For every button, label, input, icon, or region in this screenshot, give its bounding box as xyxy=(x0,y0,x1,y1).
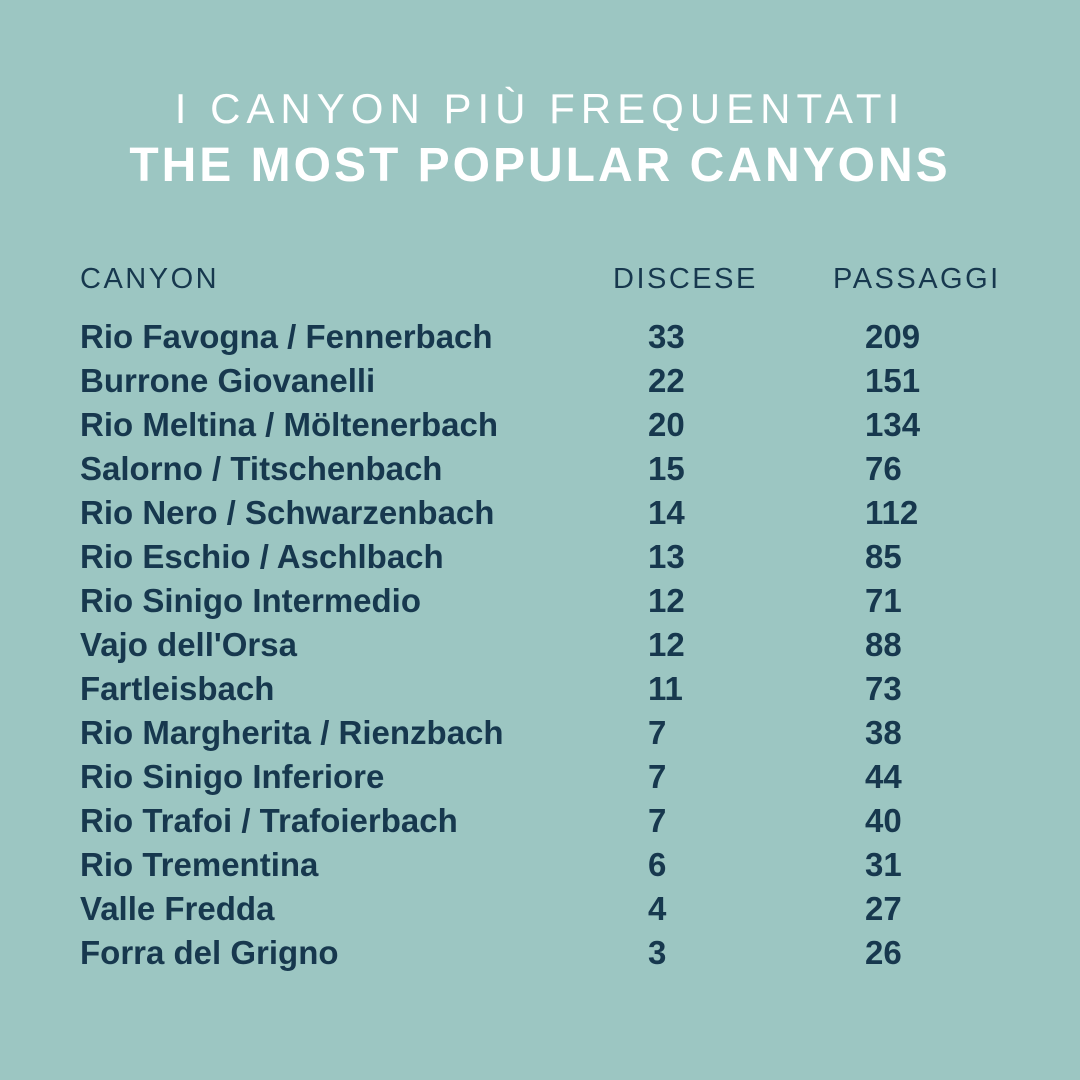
passaggi-value-cell: 44 xyxy=(865,758,902,795)
canyon-name-cell: Rio Nero / Schwarzenbach xyxy=(80,494,495,531)
canyon-name-cell: Rio Sinigo Inferiore xyxy=(80,758,385,795)
passaggi-value-cell: 40 xyxy=(865,802,902,839)
table-row: Vajo dell'Orsa 12 88 xyxy=(80,623,1020,667)
canyon-name-cell: Rio Sinigo Intermedio xyxy=(80,582,422,619)
table-row: Rio Eschio / Aschlbach 13 85 xyxy=(80,535,1020,579)
discese-value-cell: 12 xyxy=(648,582,685,619)
canyon-name-cell: Rio Margherita / Rienzbach xyxy=(80,714,504,751)
passaggi-value-cell: 85 xyxy=(865,538,902,575)
table-row: Rio Margherita / Rienzbach 7 38 xyxy=(80,711,1020,755)
canyon-name-cell: Fartleisbach xyxy=(80,670,275,707)
table-row: Rio Sinigo Inferiore 7 44 xyxy=(80,755,1020,799)
table-row: Rio Favogna / Fennerbach 33 209 xyxy=(80,315,1020,359)
passaggi-value-cell: 26 xyxy=(865,934,902,971)
discese-value-cell: 33 xyxy=(648,318,685,355)
passaggi-value-cell: 27 xyxy=(865,890,902,927)
discese-value-cell: 7 xyxy=(648,802,667,839)
canyon-name-cell: Forra del Grigno xyxy=(80,934,339,971)
canyon-name-cell: Valle Fredda xyxy=(80,890,275,927)
column-header-canyon: CANYON xyxy=(80,263,220,295)
discese-value-cell: 7 xyxy=(648,714,667,751)
canyon-name-cell: Rio Eschio / Aschlbach xyxy=(80,538,444,575)
canyon-name-cell: Rio Favogna / Fennerbach xyxy=(80,318,493,355)
discese-value-cell: 4 xyxy=(648,890,667,927)
table-row: Rio Trementina 6 31 xyxy=(80,843,1020,887)
discese-value-cell: 12 xyxy=(648,626,685,663)
discese-value-cell: 6 xyxy=(648,846,667,883)
table-row: Rio Nero / Schwarzenbach 14 112 xyxy=(80,491,1020,535)
column-header-discese: DISCESE xyxy=(613,263,758,295)
passaggi-value-cell: 71 xyxy=(865,582,902,619)
table-row: Rio Trafoi / Trafoierbach 7 40 xyxy=(80,799,1020,843)
passaggi-value-cell: 88 xyxy=(865,626,902,663)
passaggi-value-cell: 209 xyxy=(865,318,921,355)
discese-value-cell: 7 xyxy=(648,758,667,795)
discese-value-cell: 15 xyxy=(648,450,685,487)
passaggi-value-cell: 31 xyxy=(865,846,902,883)
discese-value-cell: 20 xyxy=(648,406,685,443)
table-row: Forra del Grigno 3 26 xyxy=(80,931,1020,975)
column-header-passaggi: PASSAGGI xyxy=(833,263,1001,295)
table-row: Fartleisbach 11 73 xyxy=(80,667,1020,711)
discese-value-cell: 22 xyxy=(648,362,685,399)
passaggi-value-cell: 134 xyxy=(865,406,921,443)
passaggi-value-cell: 112 xyxy=(865,494,919,531)
canyons-table: CANYON DISCESE PASSAGGI Rio Favogna / Fe… xyxy=(80,257,1020,975)
passaggi-value-cell: 151 xyxy=(865,362,921,399)
table-row: Valle Fredda 4 27 xyxy=(80,887,1020,931)
discese-value-cell: 11 xyxy=(648,670,683,707)
table-body: Rio Favogna / Fennerbach 33 209 Burrone Gio… xyxy=(80,315,1020,975)
discese-value-cell: 13 xyxy=(648,538,685,575)
passaggi-value-cell: 76 xyxy=(865,450,902,487)
discese-value-cell: 3 xyxy=(648,934,667,971)
title-italian: I CANYON PIÙ FREQUENTATI xyxy=(174,85,906,132)
passaggi-value-cell: 38 xyxy=(865,714,902,751)
page-title: I CANYON PIÙ FREQUENTATI THE MOST POPULA… xyxy=(0,84,1080,192)
table-row: Burrone Giovanelli 22 151 xyxy=(80,359,1020,403)
canyon-name-cell: Burrone Giovanelli xyxy=(80,362,376,399)
table-row: Salorno / Titschenbach 15 76 xyxy=(80,447,1020,491)
table-row: Rio Sinigo Intermedio 12 71 xyxy=(80,579,1020,623)
title-english: THE MOST POPULAR CANYONS xyxy=(129,139,951,192)
canyon-name-cell: Rio Meltina / Möltenerbach xyxy=(80,406,499,443)
canyon-name-cell: Salorno / Titschenbach xyxy=(80,450,443,487)
canyon-name-cell: Vajo dell'Orsa xyxy=(80,626,297,663)
discese-value-cell: 14 xyxy=(648,494,685,531)
canyon-name-cell: Rio Trementina xyxy=(80,846,319,883)
table-row: Rio Meltina / Möltenerbach 20 134 xyxy=(80,403,1020,447)
table-header-row: CANYON DISCESE PASSAGGI xyxy=(80,257,1020,301)
passaggi-value-cell: 73 xyxy=(865,670,902,707)
canyon-name-cell: Rio Trafoi / Trafoierbach xyxy=(80,802,458,839)
